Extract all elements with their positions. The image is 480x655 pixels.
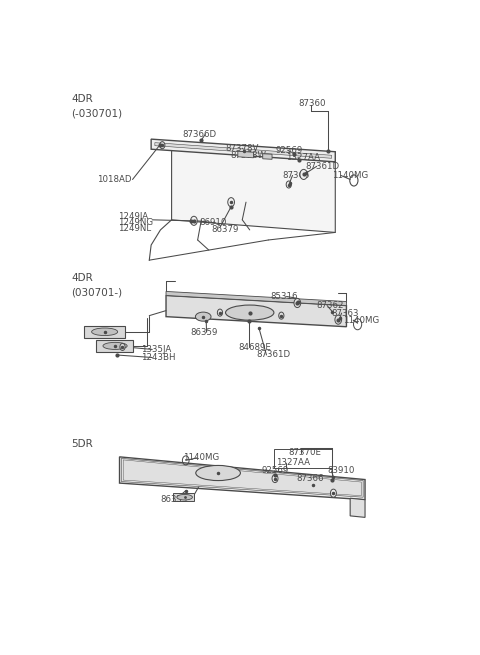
Circle shape bbox=[272, 474, 278, 483]
Text: 5DR: 5DR bbox=[71, 440, 93, 449]
Text: 87360: 87360 bbox=[298, 100, 325, 108]
Text: 1140MG: 1140MG bbox=[332, 171, 368, 180]
Circle shape bbox=[160, 141, 165, 149]
Polygon shape bbox=[151, 139, 335, 162]
Text: 1243BH: 1243BH bbox=[141, 353, 176, 362]
Polygon shape bbox=[155, 143, 332, 159]
Circle shape bbox=[279, 312, 284, 319]
Text: 1140MG: 1140MG bbox=[183, 453, 219, 462]
Text: 1249NL: 1249NL bbox=[118, 225, 151, 233]
Circle shape bbox=[120, 343, 125, 350]
Text: 92569: 92569 bbox=[262, 466, 289, 476]
Text: 87378W: 87378W bbox=[230, 151, 266, 160]
Text: 92569: 92569 bbox=[276, 145, 303, 155]
Ellipse shape bbox=[196, 466, 240, 481]
Text: 87363: 87363 bbox=[332, 309, 359, 318]
Text: 87361D: 87361D bbox=[305, 162, 340, 171]
Ellipse shape bbox=[177, 495, 192, 500]
Polygon shape bbox=[96, 340, 132, 352]
Text: (-030701): (-030701) bbox=[71, 109, 122, 119]
Text: (030701-): (030701-) bbox=[71, 288, 122, 298]
Polygon shape bbox=[120, 457, 365, 500]
Text: 87361D: 87361D bbox=[256, 350, 290, 360]
Text: 1327AA: 1327AA bbox=[276, 458, 310, 468]
Circle shape bbox=[286, 181, 291, 188]
Text: 1249JA: 1249JA bbox=[118, 212, 148, 221]
Polygon shape bbox=[121, 458, 363, 497]
Circle shape bbox=[228, 198, 234, 207]
Polygon shape bbox=[263, 154, 272, 159]
Polygon shape bbox=[172, 149, 335, 233]
Text: 84689E: 84689E bbox=[239, 343, 271, 352]
Text: 86359: 86359 bbox=[160, 495, 188, 504]
Text: 85316: 85316 bbox=[270, 292, 298, 301]
Text: 87365: 87365 bbox=[282, 171, 310, 180]
Text: 1140MG: 1140MG bbox=[344, 316, 380, 325]
Circle shape bbox=[300, 170, 307, 179]
Text: 87362: 87362 bbox=[317, 301, 344, 310]
Polygon shape bbox=[238, 151, 253, 158]
Text: 4DR: 4DR bbox=[71, 272, 93, 283]
Polygon shape bbox=[166, 295, 347, 327]
Polygon shape bbox=[166, 291, 347, 305]
Ellipse shape bbox=[195, 312, 211, 321]
Text: 86359: 86359 bbox=[190, 328, 217, 337]
Text: 1327AA: 1327AA bbox=[286, 153, 320, 162]
Text: 83910: 83910 bbox=[328, 466, 355, 476]
Text: 86379: 86379 bbox=[212, 225, 239, 234]
Circle shape bbox=[330, 489, 336, 497]
Text: 87366D: 87366D bbox=[183, 130, 217, 139]
Text: 87370E: 87370E bbox=[289, 448, 322, 457]
Text: 1249NG: 1249NG bbox=[118, 218, 153, 227]
Text: 87378V: 87378V bbox=[226, 143, 259, 153]
Text: 1335JA: 1335JA bbox=[141, 345, 171, 354]
Text: 87366: 87366 bbox=[297, 474, 324, 483]
Text: 1018AD: 1018AD bbox=[97, 175, 132, 184]
Polygon shape bbox=[350, 498, 365, 517]
Circle shape bbox=[294, 299, 300, 308]
Text: 86910: 86910 bbox=[200, 218, 227, 227]
Ellipse shape bbox=[92, 328, 118, 335]
Circle shape bbox=[335, 315, 342, 324]
Ellipse shape bbox=[103, 343, 127, 349]
Circle shape bbox=[217, 309, 223, 316]
Polygon shape bbox=[173, 493, 194, 500]
Ellipse shape bbox=[226, 305, 274, 320]
Text: 4DR: 4DR bbox=[71, 94, 93, 103]
Polygon shape bbox=[84, 326, 125, 339]
Circle shape bbox=[191, 216, 197, 225]
